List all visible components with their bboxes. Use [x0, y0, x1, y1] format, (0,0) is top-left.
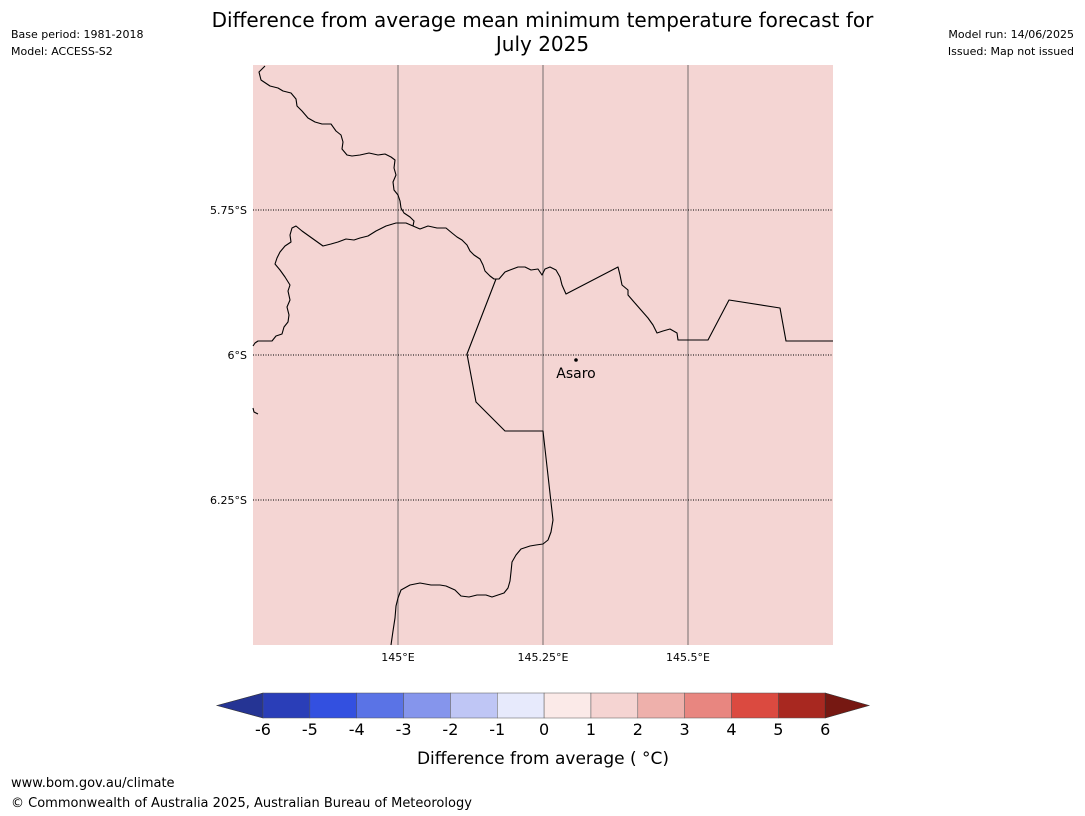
- boundary-south: [390, 278, 554, 646]
- title-line-2: July 2025: [495, 32, 590, 56]
- colorbar-segment: [403, 692, 451, 719]
- colorbar: -6 -5 -4 -3 -2 -1 0 1 2 3 4 5 6: [215, 692, 871, 739]
- map-title: Difference from average mean minimum tem…: [180, 8, 905, 56]
- colorbar-tick-label: -4: [349, 720, 365, 739]
- colorbar-segment: [731, 692, 779, 719]
- lat-label-6s: 6°S: [228, 349, 247, 362]
- colorbar-segment: [497, 692, 545, 719]
- colorbar-tick-label: 4: [726, 720, 736, 739]
- meta-right: Model run: 14/06/2025 Issued: Map not is…: [948, 26, 1074, 60]
- title-line-1: Difference from average mean minimum tem…: [211, 8, 874, 32]
- lon-label-145-25e: 145.25°E: [518, 651, 569, 664]
- colorbar-segment: [684, 692, 732, 719]
- colorbar-tick-label: -2: [442, 720, 458, 739]
- colorbar-tick-label: 0: [539, 720, 549, 739]
- colorbar-tick-label: 2: [633, 720, 643, 739]
- boundary-central: [252, 222, 414, 347]
- boundary-east: [412, 225, 833, 342]
- colorbar-segment: [309, 692, 357, 719]
- model-run: Model run: 14/06/2025: [948, 28, 1074, 41]
- colorbar-tick-label: 5: [773, 720, 783, 739]
- meta-left: Base period: 1981-2018 Model: ACCESS-S2: [11, 26, 143, 60]
- colorbar-tick-label: 3: [680, 720, 690, 739]
- colorbar-tick-label: -5: [302, 720, 318, 739]
- province-boundaries: [252, 65, 833, 646]
- lon-label-145-5e: 145.5°E: [666, 651, 710, 664]
- issued-status: Issued: Map not issued: [947, 45, 1074, 58]
- colorbar-tick-label: 1: [586, 720, 596, 739]
- colorbar-segment: [262, 692, 311, 719]
- colorbar-segment: [778, 692, 826, 719]
- colorbar-segment: [450, 692, 498, 719]
- footer-url[interactable]: www.bom.gov.au/climate: [11, 776, 175, 791]
- lat-label-6-25s: 6.25°S: [210, 494, 247, 507]
- lat-label-5-75s: 5.75°S: [210, 204, 247, 217]
- lon-label-145e: 145°E: [381, 651, 414, 664]
- colorbar-extend-low: [215, 692, 264, 719]
- colorbar-extend-high: [824, 692, 871, 719]
- colorbar-segment: [356, 692, 404, 719]
- base-period: Base period: 1981-2018: [11, 28, 144, 41]
- boundary-west-tip: [252, 407, 259, 415]
- colorbar-tick-label: -6: [255, 720, 271, 739]
- place-label-asaro: Asaro: [556, 366, 595, 382]
- footer-copyright: © Commonwealth of Australia 2025, Austra…: [11, 796, 472, 811]
- boundary-north: [258, 65, 415, 227]
- colorbar-label: Difference from average ( °C): [417, 749, 669, 769]
- asaro-marker-icon: [574, 358, 578, 362]
- model-name: Model: ACCESS-S2: [11, 45, 113, 58]
- footer: www.bom.gov.au/climate © Commonwealth of…: [11, 774, 472, 814]
- colorbar-segment: [637, 692, 685, 719]
- colorbar-segment: [543, 692, 592, 719]
- colorbar-tick-label: -1: [489, 720, 505, 739]
- colorbar-tick-label: -3: [396, 720, 412, 739]
- colorbar-segment: [590, 692, 639, 719]
- colorbar-tick-label: 6: [820, 720, 830, 739]
